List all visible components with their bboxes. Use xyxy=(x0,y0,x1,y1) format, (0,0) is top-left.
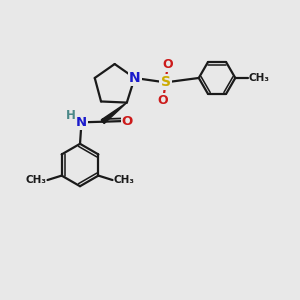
Text: H: H xyxy=(66,109,76,122)
Text: O: O xyxy=(122,115,133,128)
Text: N: N xyxy=(76,116,87,129)
Text: O: O xyxy=(158,94,169,107)
Text: N: N xyxy=(129,71,140,85)
Text: CH₃: CH₃ xyxy=(25,175,46,185)
Text: S: S xyxy=(160,75,170,89)
Text: CH₃: CH₃ xyxy=(114,175,135,185)
Text: CH₃: CH₃ xyxy=(249,73,270,83)
Text: O: O xyxy=(163,58,173,70)
Polygon shape xyxy=(101,103,127,124)
